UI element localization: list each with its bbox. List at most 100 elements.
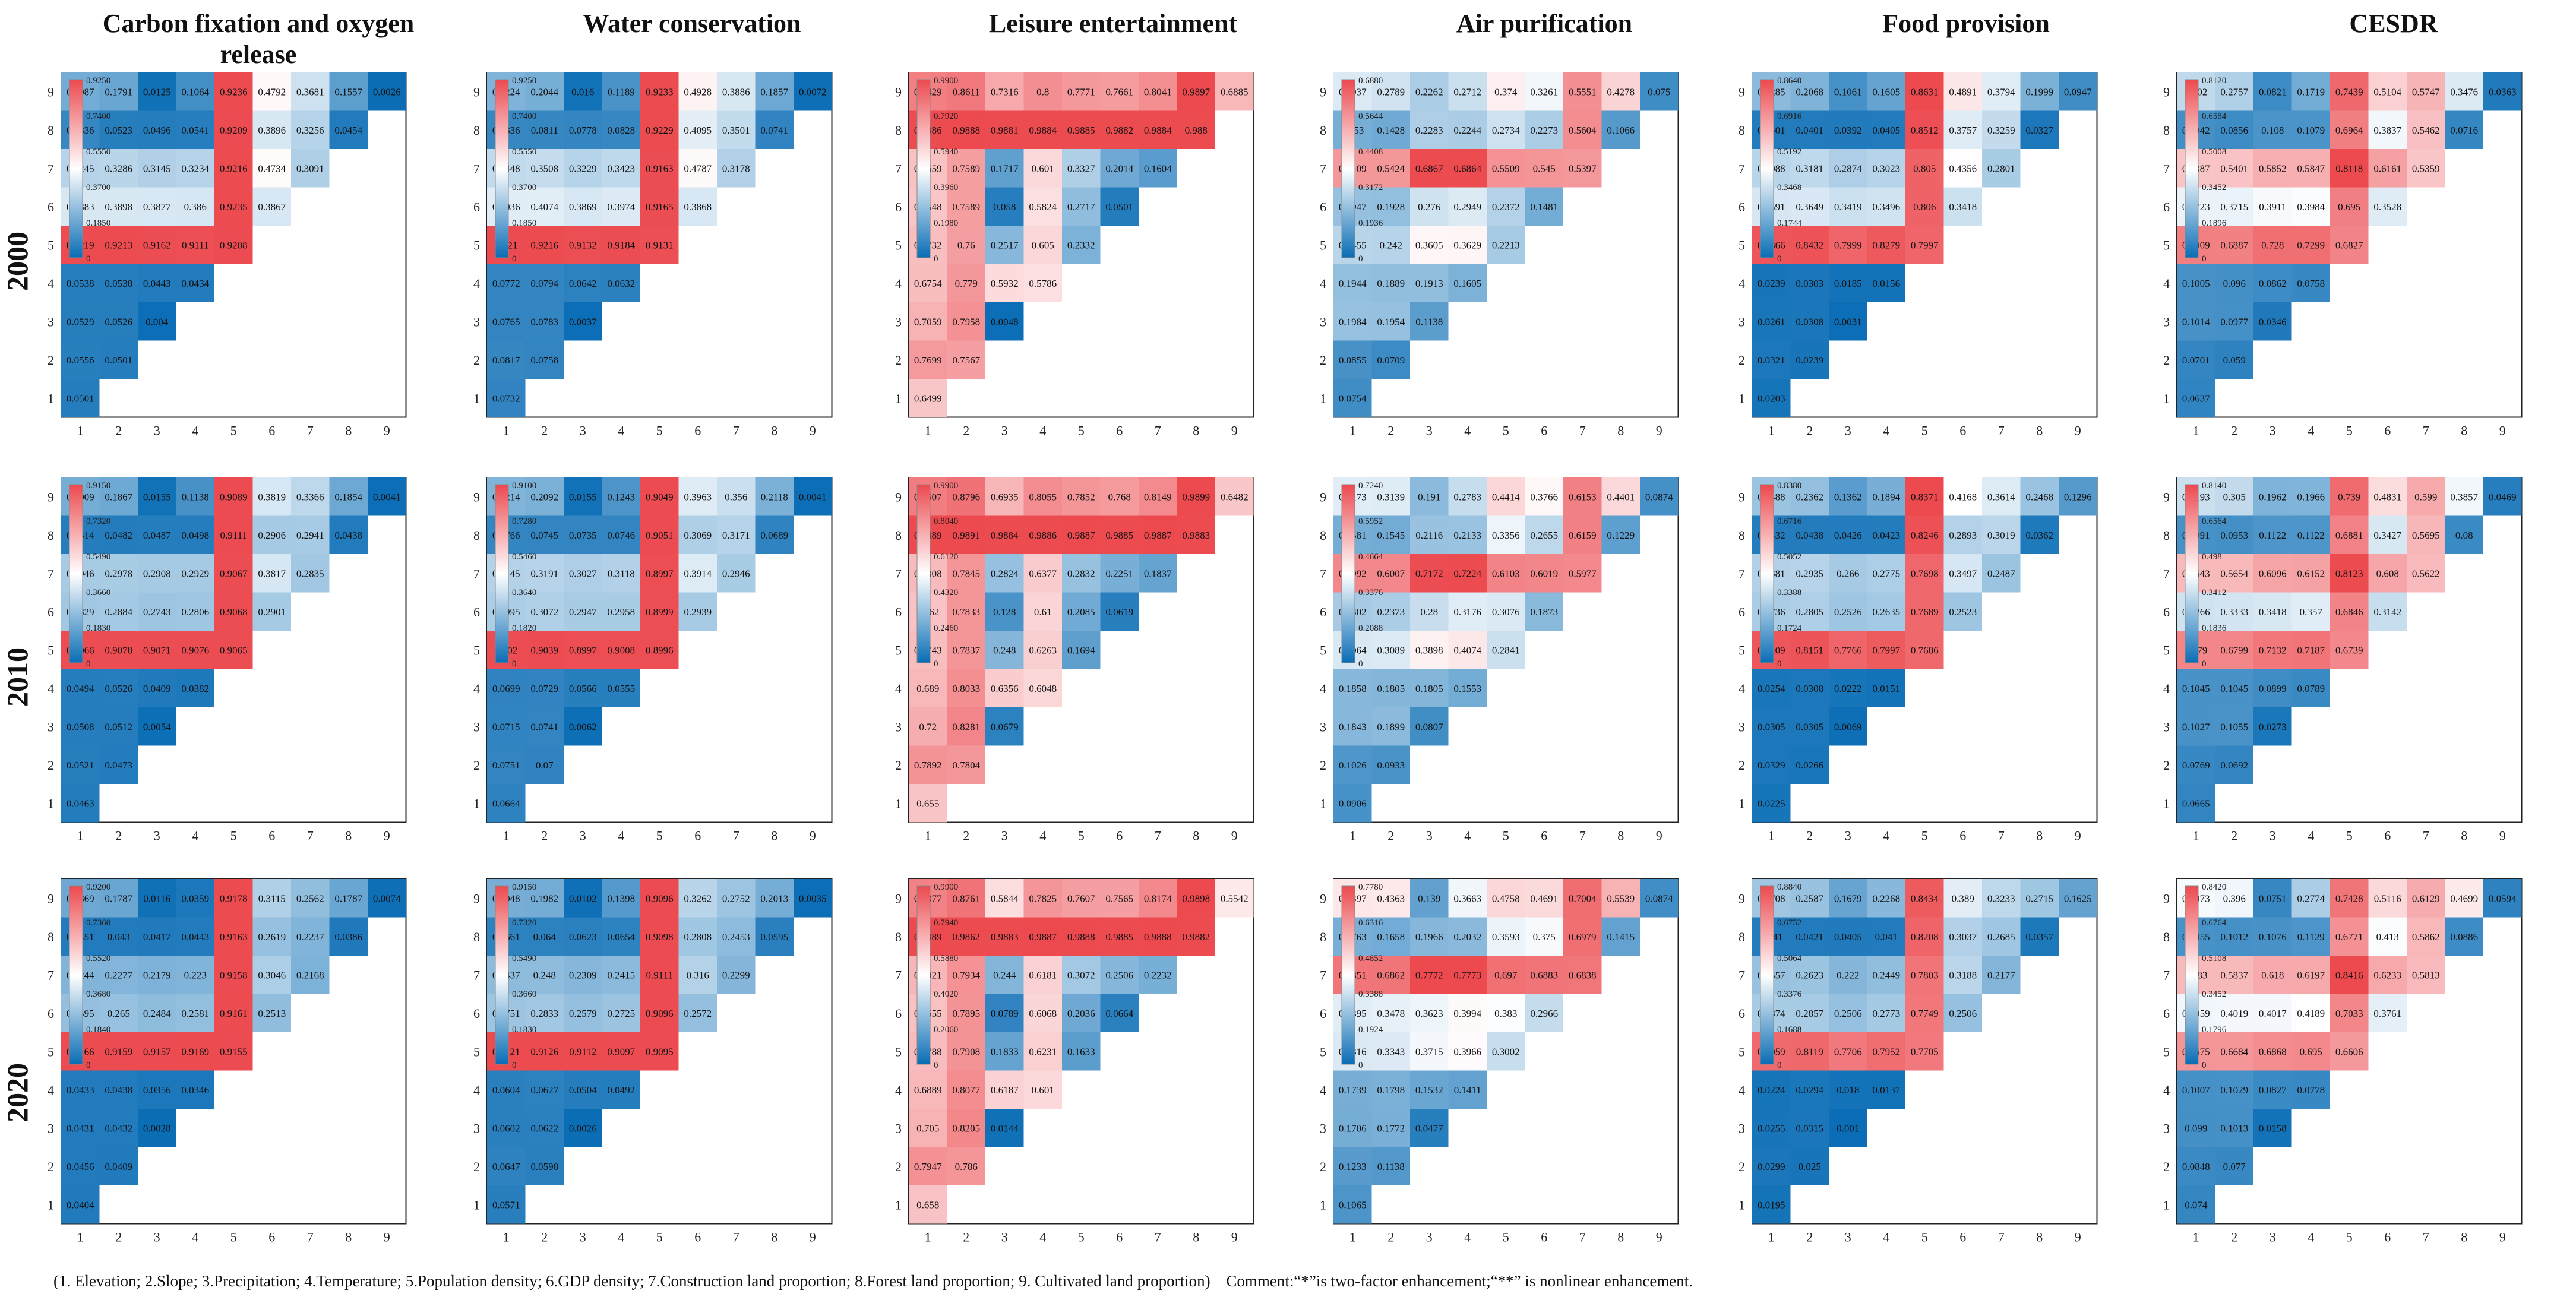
- cell-value: 0.1679: [1834, 893, 1862, 904]
- heatmap-cell: [2253, 72, 2292, 111]
- cell-value: 0.0261: [1758, 316, 1785, 327]
- cell-value: 0.1012: [2220, 931, 2248, 942]
- cell-value: 0.7705: [1911, 1046, 1939, 1057]
- cell-value: 0.0501: [67, 393, 94, 404]
- heatmap-cell: [1867, 149, 1905, 188]
- colorbar-tick-label: 0.5644: [1358, 112, 1383, 121]
- colorbar-tick-label: 0.5064: [1777, 954, 1802, 963]
- y-tick-label: 5: [2163, 643, 2170, 657]
- y-tick-label: 9: [1320, 489, 1326, 504]
- heatmap-cell: [1448, 956, 1487, 994]
- heatmap-cell: [985, 554, 1024, 593]
- x-tick-label: 4: [2308, 1230, 2314, 1245]
- cell-value: 0.5844: [991, 893, 1019, 904]
- x-tick-label: 1: [1349, 1230, 1356, 1245]
- cell-value: 0.3139: [1377, 491, 1405, 502]
- heatmap-cell: [176, 226, 214, 264]
- cell-value: 0.1605: [1872, 86, 1900, 97]
- x-tick-label: 2: [2231, 1230, 2237, 1245]
- heatmap-cell: [947, 477, 985, 516]
- heatmap-cell: [602, 149, 640, 188]
- heatmap-cell: [2020, 72, 2059, 111]
- heatmap-cell: [525, 72, 564, 111]
- heatmap-cell: [1867, 187, 1905, 226]
- heatmap-cell: [138, 149, 176, 188]
- cell-value: 0.0758: [2297, 278, 2325, 289]
- x-tick-label: 4: [618, 423, 624, 438]
- cell-value: 0.3837: [2373, 125, 2401, 136]
- heatmap-cell: [99, 1147, 138, 1185]
- heatmap-cell: [1487, 994, 1525, 1032]
- heatmap-cell: [2291, 1070, 2330, 1109]
- cell-value: 0.4356: [1949, 163, 1977, 174]
- cell-value: 0.0031: [1834, 316, 1862, 327]
- cell-value: 0.8432: [1796, 239, 1823, 251]
- x-tick-label: 2: [115, 828, 122, 843]
- heatmap-cell: [2215, 554, 2253, 593]
- cell-value: 0.7852: [1067, 491, 1095, 502]
- heatmap-cell: [564, 187, 602, 226]
- colorbar-tick-label: 0.4664: [1358, 552, 1383, 562]
- heatmap-cell: [1487, 187, 1525, 226]
- heatmap-cell: [1943, 592, 1982, 631]
- x-tick-label: 3: [1426, 1230, 1433, 1245]
- cell-value: 0.0692: [2220, 760, 2248, 771]
- cell-value: 0.8077: [952, 1084, 980, 1096]
- x-tick-label: 6: [1541, 423, 1547, 438]
- x-tick-label: 6: [1959, 828, 1966, 843]
- heatmap-cell: [794, 72, 832, 111]
- heatmap-cell: [61, 379, 100, 417]
- x-tick-label: 7: [1998, 828, 2005, 843]
- cell-value: 0.2978: [105, 568, 132, 579]
- y-tick-label: 9: [48, 84, 54, 99]
- heatmap-cell: [985, 149, 1024, 188]
- cell-value: 0.5539: [1607, 893, 1635, 904]
- heatmap-cell: [1867, 917, 1905, 956]
- cell-value: 0.0405: [1872, 125, 1900, 136]
- cell-value: 0.0746: [607, 530, 635, 541]
- colorbar-tick-label: 0.6316: [1358, 918, 1383, 928]
- cell-value: 0.2808: [684, 931, 712, 942]
- cell-value: 0.244: [993, 969, 1016, 980]
- heatmap-cell: [1448, 1070, 1487, 1109]
- heatmap-cell: [2059, 477, 2097, 516]
- x-tick-label: 4: [1039, 423, 1046, 438]
- cell-value: 0.7565: [1105, 893, 1133, 904]
- y-tick-label: 9: [2163, 489, 2170, 504]
- x-tick-label: 9: [1656, 1230, 1662, 1245]
- heatmap-cell: [99, 554, 138, 593]
- cell-value: 0.0225: [1758, 798, 1785, 809]
- cell-value: 0.0751: [492, 760, 520, 771]
- colorbar-tick-label: 0.1724: [1777, 624, 1802, 633]
- y-tick-label: 3: [895, 314, 902, 329]
- cell-value: 0.1007: [2182, 1084, 2210, 1096]
- y-tick-label: 8: [1320, 528, 1326, 543]
- x-tick-label: 1: [77, 423, 84, 438]
- y-tick-label: 7: [48, 161, 54, 176]
- cell-value: 0.3614: [1987, 491, 2015, 502]
- heatmap-cell: [1333, 340, 1372, 379]
- heatmap-cell: [99, 592, 138, 631]
- cell-value: 0.9884: [1144, 125, 1172, 136]
- heatmap-cell: [1790, 669, 1829, 707]
- heatmap-cell: [2368, 917, 2407, 956]
- heatmap-cell: [525, 554, 564, 593]
- cell-value: 0.8997: [569, 644, 597, 656]
- cell-value: 0.0526: [105, 683, 132, 694]
- heatmap-cell: [564, 707, 602, 746]
- heatmap-cell: [214, 592, 253, 631]
- heatmap-cell: [1448, 917, 1487, 956]
- heatmap-cell: [1752, 784, 1791, 823]
- heatmap-cell: [1790, 631, 1829, 669]
- cell-value: 0.2268: [1872, 893, 1900, 904]
- cell-value: 0.0496: [143, 125, 171, 136]
- cell-value: 0.1805: [1377, 683, 1405, 694]
- cell-value: 0.4691: [1530, 893, 1558, 904]
- heatmap-cell: [909, 302, 947, 341]
- heatmap-cell: [1100, 187, 1139, 226]
- heatmap-cell: [1448, 477, 1487, 516]
- cell-value: 0.9236: [220, 86, 248, 97]
- y-tick-label: 1: [895, 1197, 902, 1212]
- heatmap-cell: [329, 72, 368, 111]
- heatmap-cell: [291, 149, 330, 188]
